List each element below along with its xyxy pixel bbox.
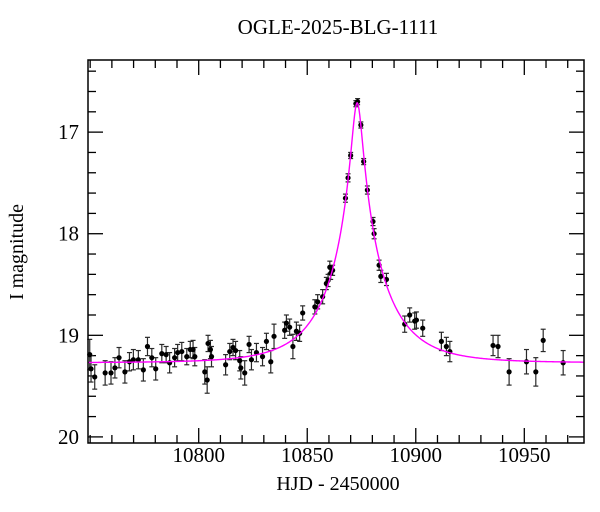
data-point [402, 321, 408, 327]
data-point [202, 369, 208, 375]
data-point [102, 370, 108, 376]
data-point [315, 299, 321, 305]
data-point [108, 370, 114, 376]
data-point [495, 343, 501, 350]
data-point [378, 273, 384, 279]
data-point [238, 365, 244, 371]
data-point [204, 377, 210, 383]
plot-frame [87, 59, 585, 444]
y-tick-label: 18 [58, 222, 79, 246]
data-point [283, 320, 289, 326]
data-point [407, 312, 413, 318]
data-point [271, 333, 277, 339]
plot-area: 10800 10850 10900 10950 17 18 19 20 [58, 59, 585, 467]
data-point [443, 343, 449, 350]
data-point [233, 347, 239, 354]
data-point [420, 325, 426, 331]
y-tick-label: 19 [58, 323, 79, 347]
data-point [282, 327, 288, 333]
data-point [205, 340, 211, 347]
data-point [179, 348, 185, 355]
data-point [268, 359, 274, 365]
x-tick-label: 10950 [498, 443, 551, 467]
data-point [290, 343, 296, 350]
data-point [149, 355, 155, 361]
data-point [506, 369, 512, 375]
data-point [112, 365, 118, 371]
data-point [175, 349, 181, 356]
data-point [140, 367, 146, 373]
y-axis-label: I magnitude [6, 204, 28, 300]
data-point [259, 354, 266, 360]
data-point [540, 337, 546, 343]
data-point [223, 362, 229, 368]
data-point [438, 338, 444, 345]
x-tick-label: 10850 [281, 443, 334, 467]
data-point [208, 354, 215, 360]
data-point [287, 324, 293, 330]
data-point [88, 366, 94, 372]
x-tick-label: 10800 [172, 443, 225, 467]
data-point [122, 369, 128, 375]
y-tick-label: 17 [58, 120, 79, 144]
data-point [159, 350, 165, 357]
y-tick-label: 20 [58, 425, 79, 449]
data-point [144, 343, 151, 350]
data-point [263, 338, 270, 345]
data-point [135, 357, 141, 363]
data-point [130, 357, 136, 363]
data-point [300, 310, 306, 316]
chart-title: OGLE-2025-BLG-1111 [238, 15, 439, 39]
data-point [242, 370, 248, 376]
x-tick-label: 10900 [390, 443, 443, 467]
data-point [116, 355, 122, 361]
data-point [92, 374, 98, 380]
data-point [227, 348, 233, 355]
data-point [153, 366, 159, 372]
data-point [490, 342, 496, 349]
data-point [237, 358, 243, 364]
model-curve [88, 102, 584, 364]
data-point [248, 357, 255, 363]
x-axis-label: HJD - 2450000 [276, 473, 399, 495]
data-point [560, 360, 566, 366]
data-point [246, 341, 252, 348]
data-point [533, 369, 539, 375]
data-point [184, 354, 190, 360]
data-point [163, 352, 169, 358]
data-point [207, 346, 214, 353]
data-point [192, 354, 198, 360]
data-point [172, 355, 178, 361]
data-point [312, 304, 318, 310]
data-point [413, 317, 420, 323]
data-point [190, 346, 196, 353]
